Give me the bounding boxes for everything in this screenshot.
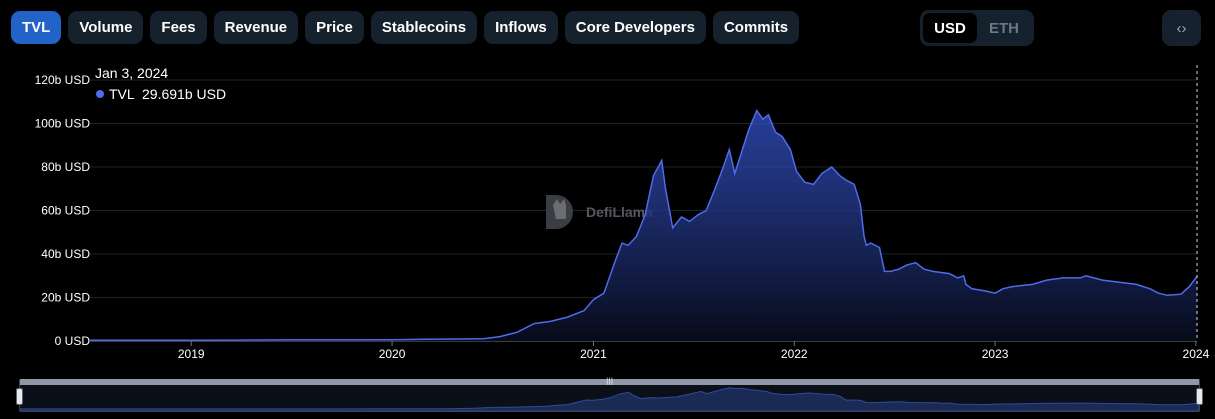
llama-logo-icon xyxy=(546,195,573,229)
metric-tabs: TVL Volume Fees Revenue Price Stablecoins Infl… xyxy=(11,11,800,44)
brush-mini-chart xyxy=(20,387,1199,411)
tab-fees[interactable]: Fees xyxy=(150,11,207,44)
currency-eth-button[interactable]: ETH xyxy=(989,19,1019,37)
brush-left-handle[interactable] xyxy=(16,388,23,405)
x-tick-label: 2019 xyxy=(178,347,205,361)
tab-commits[interactable]: Commits xyxy=(712,11,800,44)
y-tick-label: 40b USD xyxy=(41,247,90,261)
tab-volume[interactable]: Volume xyxy=(68,11,144,44)
brush-right-handle[interactable] xyxy=(1196,388,1203,405)
x-axis: 2019 2020 2021 2022 2023 2024 xyxy=(90,340,1210,361)
tooltip-series-name: TVL xyxy=(109,86,135,102)
currency-toggle: USD ETH xyxy=(920,10,1034,46)
x-tick-label: 2023 xyxy=(982,347,1009,361)
brush-grip-icon: ||| xyxy=(606,377,614,385)
y-tick-label: 60b USD xyxy=(41,204,90,218)
brush-drag-bar[interactable] xyxy=(20,379,1199,385)
y-tick-label: 100b USD xyxy=(35,117,91,131)
y-tick-label: 80b USD xyxy=(41,160,90,174)
tab-core-developers[interactable]: Core Developers xyxy=(564,11,706,44)
tab-tvl[interactable]: TVL xyxy=(11,11,62,44)
range-brush[interactable]: ||| xyxy=(16,377,1203,412)
tooltip-series-marker xyxy=(96,90,104,98)
watermark-text: DefiLlama xyxy=(586,204,653,220)
y-tick-label: 120b USD xyxy=(35,73,91,87)
tvl-line xyxy=(90,108,1198,342)
brush-mini-area xyxy=(20,387,1199,411)
tvl-area xyxy=(90,110,1197,341)
tooltip-value: 29.691b USD xyxy=(142,86,226,102)
x-tick-label: 2020 xyxy=(379,347,406,361)
code-brackets-icon: ‹› xyxy=(1176,19,1187,37)
tab-stablecoins[interactable]: Stablecoins xyxy=(370,11,478,44)
tab-inflows[interactable]: Inflows xyxy=(484,11,558,44)
y-tick-label: 0 USD xyxy=(55,334,91,348)
currency-usd-button[interactable]: USD xyxy=(923,13,977,43)
tooltip: Jan 3, 2024 TVL 29.691b USD xyxy=(95,65,226,102)
tab-revenue[interactable]: Revenue xyxy=(213,11,299,44)
watermark: DefiLlama xyxy=(546,195,653,229)
tab-price[interactable]: Price xyxy=(305,11,364,44)
y-tick-label: 20b USD xyxy=(41,291,90,305)
x-tick-label: 2024 xyxy=(1183,347,1210,361)
x-tick-label: 2021 xyxy=(580,347,607,361)
x-tick-label: 2022 xyxy=(781,347,808,361)
y-axis: 0 USD 20b USD 40b USD 60b USD 80b USD 100b US… xyxy=(35,73,91,348)
tooltip-date: Jan 3, 2024 xyxy=(95,65,168,81)
tvl-chart[interactable]: 0 USD 20b USD 40b USD 60b USD 80b USD 100b US… xyxy=(0,60,1215,370)
embed-button[interactable]: ‹› xyxy=(1162,10,1201,46)
